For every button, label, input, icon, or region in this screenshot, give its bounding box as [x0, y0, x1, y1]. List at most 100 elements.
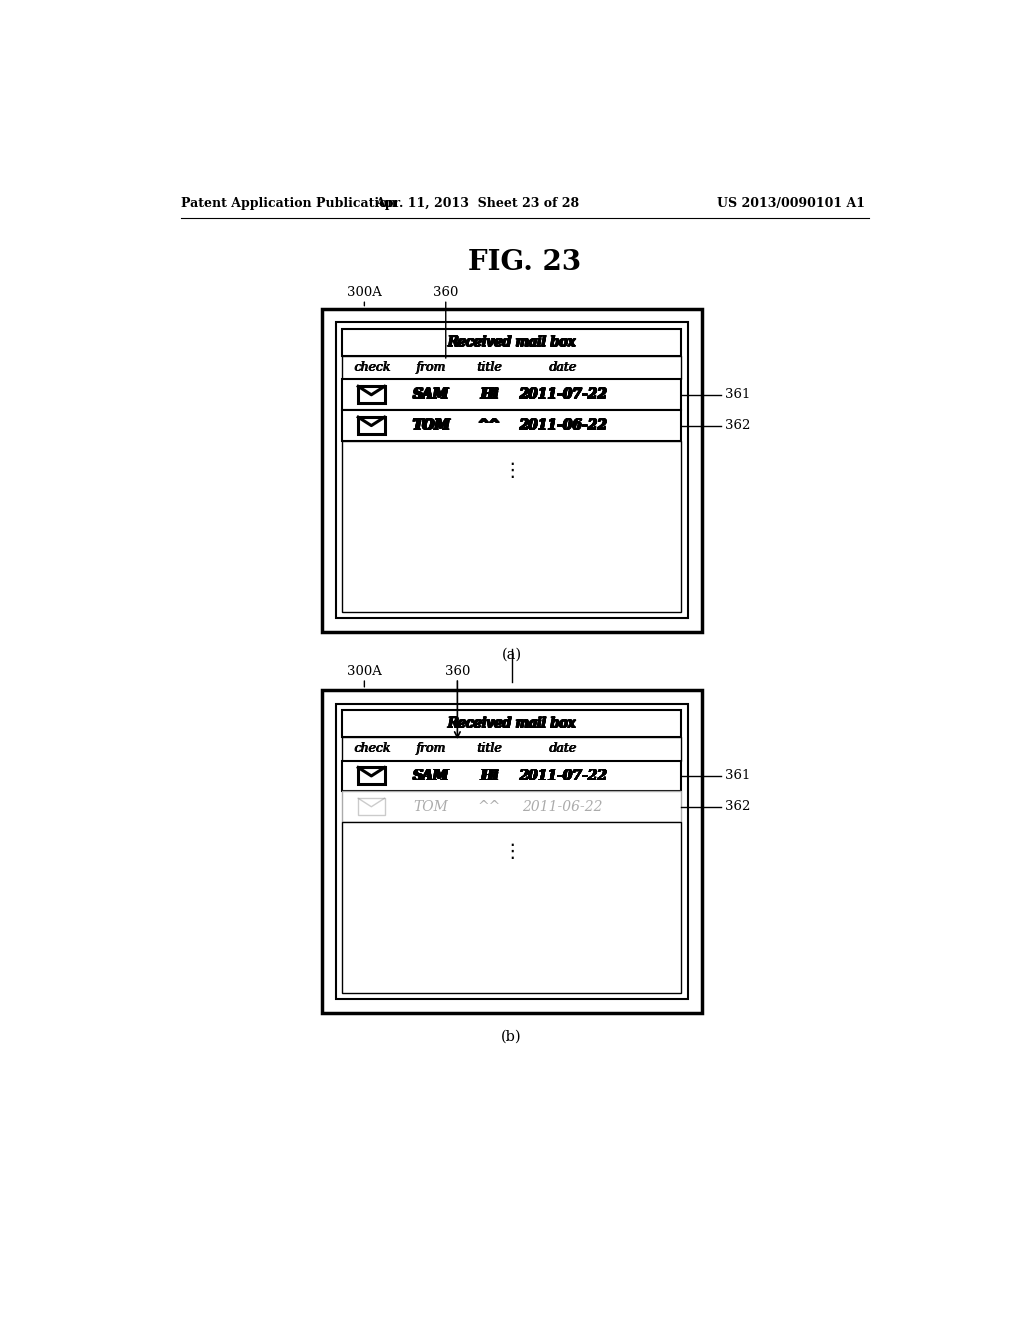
Text: check: check [355, 742, 392, 755]
Text: SAM: SAM [413, 388, 449, 401]
Text: Received mail box: Received mail box [446, 717, 575, 730]
Text: SAM: SAM [413, 388, 449, 401]
Text: Hi: Hi [480, 770, 499, 783]
Text: SAM: SAM [414, 768, 450, 783]
Text: 2011-07-22: 2011-07-22 [518, 770, 606, 783]
Text: SAM: SAM [412, 388, 449, 403]
Text: TOM: TOM [412, 418, 450, 433]
Text: Hi: Hi [480, 768, 499, 783]
Text: ^^: ^^ [478, 418, 502, 432]
Text: TOM: TOM [412, 418, 450, 433]
Text: Received mail box: Received mail box [446, 335, 575, 350]
Text: from: from [416, 742, 446, 755]
Text: TOM: TOM [413, 418, 451, 433]
Text: SAM: SAM [414, 770, 450, 783]
Text: ^^: ^^ [477, 418, 501, 432]
Text: SAM: SAM [413, 388, 450, 401]
Text: SAM: SAM [414, 388, 450, 403]
Text: ^^: ^^ [478, 418, 501, 433]
Text: Hi: Hi [479, 770, 498, 783]
Text: 2011-07-22: 2011-07-22 [517, 770, 606, 783]
Text: 2011-07-22: 2011-07-22 [517, 768, 606, 783]
Text: 2011-06-22: 2011-06-22 [517, 418, 606, 433]
Text: 2011-06-22: 2011-06-22 [518, 418, 607, 433]
Text: Hi: Hi [480, 388, 499, 401]
Text: SAM: SAM [412, 768, 449, 783]
Text: Hi: Hi [480, 770, 499, 783]
Text: ^^: ^^ [478, 418, 501, 432]
Text: 2011-07-22: 2011-07-22 [519, 770, 608, 783]
Text: Received mail box: Received mail box [446, 335, 574, 350]
Text: 2011-06-22: 2011-06-22 [519, 418, 608, 432]
Text: Received mail box: Received mail box [449, 335, 577, 348]
Text: ^^: ^^ [476, 418, 500, 432]
Text: title: title [476, 742, 502, 755]
Text: SAM: SAM [414, 388, 450, 401]
Text: Received mail box: Received mail box [447, 335, 575, 350]
Text: title: title [476, 362, 502, 375]
Text: ^^: ^^ [477, 418, 501, 433]
Text: Hi: Hi [481, 388, 500, 401]
Text: SAM: SAM [413, 388, 449, 403]
Text: Hi: Hi [480, 388, 499, 401]
Text: TOM: TOM [412, 418, 450, 433]
Text: 2011-07-22: 2011-07-22 [518, 388, 607, 401]
Text: 2011-07-22: 2011-07-22 [519, 768, 607, 783]
Text: 360: 360 [433, 286, 459, 300]
Text: Received mail box: Received mail box [447, 717, 577, 730]
Text: SAM: SAM [413, 770, 450, 783]
Text: Hi: Hi [480, 388, 499, 401]
Text: Received mail box: Received mail box [447, 335, 577, 350]
Text: Hi: Hi [479, 770, 498, 783]
Text: 2011-06-22: 2011-06-22 [519, 418, 607, 433]
Text: title: title [476, 362, 502, 375]
Bar [336, 322, 687, 618]
Bar [336, 704, 687, 999]
Text: 2011-07-22: 2011-07-22 [517, 770, 606, 783]
Text: Received mail box: Received mail box [446, 717, 574, 730]
Text: ^^: ^^ [478, 418, 502, 433]
Text: 2011-07-22: 2011-07-22 [519, 388, 607, 403]
Text: Received mail box: Received mail box [446, 335, 575, 348]
Text: 361: 361 [725, 770, 751, 783]
Text: 2011-07-22: 2011-07-22 [517, 388, 606, 403]
Text: 2011-06-22: 2011-06-22 [517, 418, 606, 433]
Text: 2011-07-22: 2011-07-22 [518, 388, 607, 403]
Text: 2011-06-22: 2011-06-22 [519, 418, 607, 433]
Text: title: title [477, 742, 503, 755]
Text: Received mail box: Received mail box [447, 335, 575, 350]
Text: title: title [476, 742, 502, 755]
Text: from: from [416, 362, 446, 375]
Text: SAM: SAM [413, 388, 450, 403]
Text: Patent Application Publication: Patent Application Publication [180, 197, 396, 210]
Bar [342, 379, 681, 411]
Text: SAM: SAM [414, 768, 450, 783]
Text: check: check [354, 362, 391, 375]
Text: Hi: Hi [479, 770, 498, 783]
Text: 2011-07-22: 2011-07-22 [519, 388, 607, 401]
Text: TOM: TOM [413, 418, 451, 433]
Bar [342, 329, 681, 356]
Text: TOM: TOM [414, 800, 449, 813]
Text: Received mail box: Received mail box [449, 717, 577, 730]
Text: TOM: TOM [413, 418, 451, 432]
Text: from: from [417, 362, 446, 375]
Text: 360: 360 [444, 665, 470, 678]
Bar [342, 738, 681, 760]
Text: Apr. 11, 2013  Sheet 23 of 28: Apr. 11, 2013 Sheet 23 of 28 [375, 197, 579, 210]
Text: SAM: SAM [414, 770, 450, 783]
Text: Hi: Hi [480, 768, 499, 783]
Text: 2011-07-22: 2011-07-22 [519, 770, 608, 783]
Text: Hi: Hi [481, 770, 500, 783]
Text: 2011-06-22: 2011-06-22 [522, 800, 603, 813]
Text: (a): (a) [502, 648, 521, 663]
Text: Hi: Hi [480, 770, 499, 783]
Text: Received mail box: Received mail box [447, 717, 577, 730]
Text: 2011-07-22: 2011-07-22 [519, 388, 607, 401]
Text: date: date [550, 742, 578, 755]
Text: 2011-07-22: 2011-07-22 [519, 388, 608, 401]
Text: SAM: SAM [414, 388, 450, 403]
Text: ^^: ^^ [476, 418, 500, 433]
Text: SAM: SAM [414, 770, 450, 783]
Text: 2011-06-22: 2011-06-22 [518, 418, 606, 432]
